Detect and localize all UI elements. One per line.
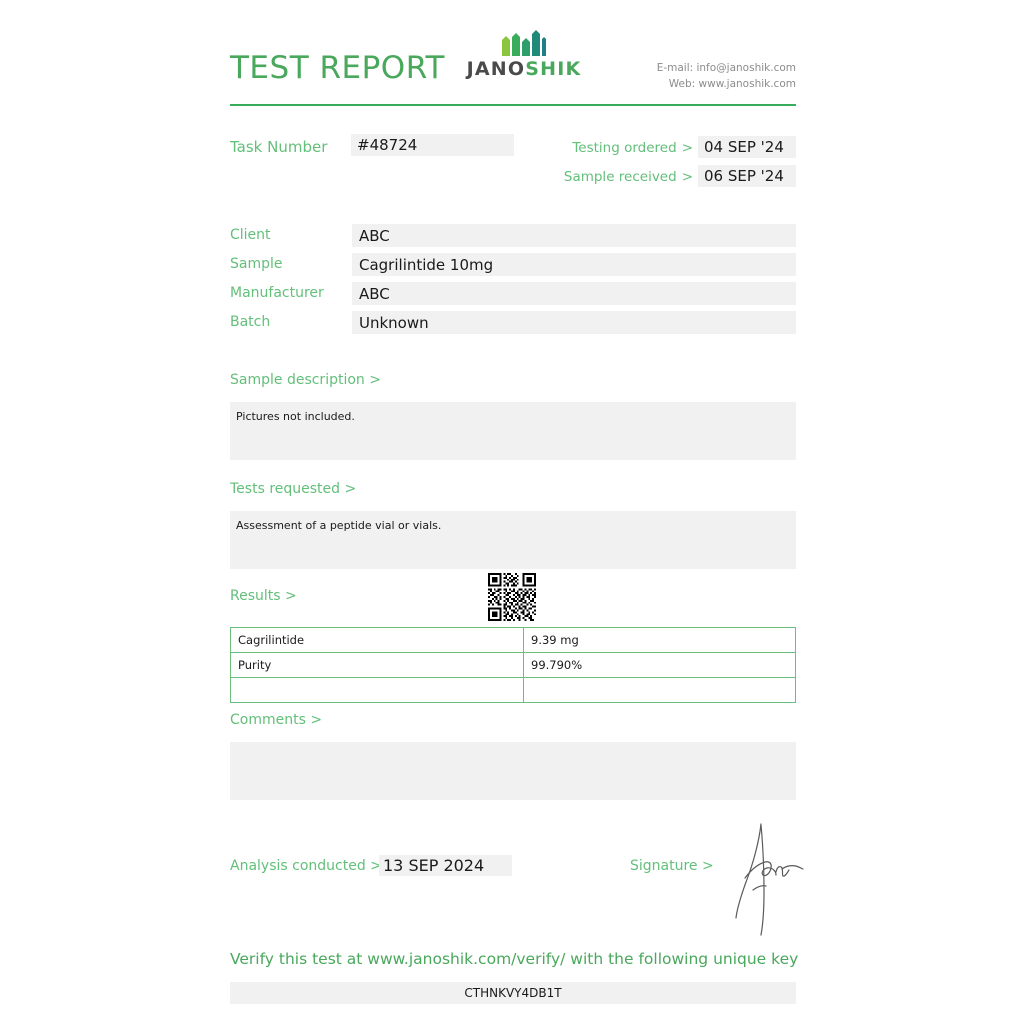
signature-label: Signature > [630,858,714,874]
logo-bars-icon [502,30,546,56]
testing-ordered-gt: > [681,140,693,156]
client-label: Client [230,227,271,243]
testing-ordered-label: Testing ordered [572,140,677,156]
results-heading: Results > [230,588,297,604]
analysis-conducted-text: Analysis conducted [230,858,366,874]
logo-text-jano: JANO [466,58,526,80]
logo-text-shik: SHIK [525,58,582,80]
field-row-sample: Sample Cagrilintide 10mg [230,253,796,276]
report-page: TEST REPORT JANOSHIK E-mail: info@janosh… [230,0,804,1024]
sample-received-row: Sample received >06 SEP '24 [564,165,796,187]
contact-email: E-mail: info@janoshik.com [656,62,796,74]
contact-info: E-mail: info@janoshik.com Web: www.janos… [657,60,796,93]
result-name-0: Cagrilintide [230,627,524,653]
verify-footer: Verify this test at www.janoshik.com/ver… [230,950,799,1004]
table-row: Purity 99.790% [230,652,796,678]
result-value-0: 9.39 mg [523,627,796,653]
testing-ordered-value: 04 SEP '24 [698,136,796,158]
result-name-2 [230,677,524,703]
unique-key-value: CTHNKVY4DB1T [230,982,796,1004]
field-row-manufacturer: Manufacturer ABC [230,282,796,305]
contact-web: Web: www.janoshik.com [668,78,796,91]
result-value-2 [523,677,796,703]
verify-instruction: Verify this test at www.janoshik.com/ver… [230,950,799,968]
analysis-conducted-label: Analysis conducted > [230,858,382,874]
sample-received-gt: > [681,169,693,185]
tests-requested-heading: Tests requested > [230,481,357,497]
handwritten-signature [735,823,804,936]
sample-description-heading: Sample description > [230,372,381,388]
page-title: TEST REPORT [230,50,445,86]
result-value-1: 99.790% [523,652,796,678]
report-header: TEST REPORT JANOSHIK E-mail: info@janosh… [230,0,796,106]
janoshik-logo: JANOSHIK [464,28,584,79]
logo-wordmark: JANOSHIK [464,60,584,79]
comments-heading: Comments > [230,712,323,728]
task-number-value: #48724 [351,134,514,156]
field-row-client: Client ABC [230,224,796,247]
signature-block: Analysis conducted > 13 SEP 2024 Signatu… [230,823,804,945]
sample-info-fields: Client ABC Sample Cagrilintide 10mg Manu… [230,224,796,340]
sample-description-body: Pictures not included. [230,402,796,460]
comments-body [230,742,796,800]
sample-value: Cagrilintide 10mg [352,253,796,276]
meta-block: Task Number #48724 Testing ordered >04 SE… [230,132,796,194]
result-name-1: Purity [230,652,524,678]
tests-requested-section: Tests requested > Assessment of a peptid… [230,481,796,569]
table-row: Cagrilintide 9.39 mg [230,627,796,653]
analysis-conducted-value: 13 SEP 2024 [379,855,512,876]
manufacturer-label: Manufacturer [230,285,324,301]
testing-ordered-row: Testing ordered >04 SEP '24 [572,136,796,158]
sample-description-section: Sample description > Pictures not includ… [230,372,796,460]
results-table: Cagrilintide 9.39 mg Purity 99.790% [230,627,796,703]
manufacturer-value: ABC [352,282,796,305]
verification-qr-code [488,573,536,621]
tests-requested-body: Assessment of a peptide vial or vials. [230,511,796,569]
batch-value: Unknown [352,311,796,334]
field-row-batch: Batch Unknown [230,311,796,334]
sample-label: Sample [230,256,283,272]
client-value: ABC [352,224,796,247]
table-row [230,677,796,703]
analysis-conducted-gt: > [370,858,382,874]
task-number-label: Task Number [230,138,328,156]
sample-received-value: 06 SEP '24 [698,165,796,187]
results-section: Results > [230,573,796,703]
sample-received-label: Sample received [563,169,677,185]
header-divider [230,104,796,106]
batch-label: Batch [230,314,271,330]
comments-section: Comments > [230,712,796,800]
